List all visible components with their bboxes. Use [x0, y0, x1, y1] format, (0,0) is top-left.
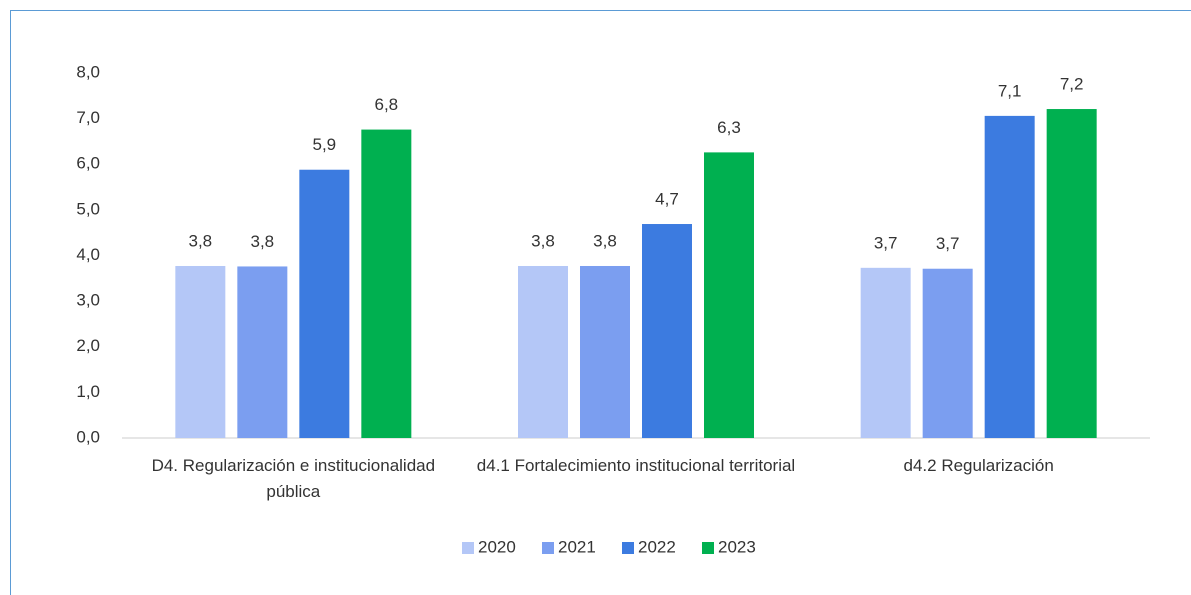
frame	[10, 10, 1191, 595]
bar	[1046, 109, 1097, 438]
bar	[922, 268, 973, 438]
value-label: 7,2	[1060, 75, 1084, 94]
value-label: 3,8	[531, 231, 555, 250]
bar	[984, 115, 1035, 438]
bar	[518, 265, 568, 438]
legend-swatch	[702, 542, 714, 554]
legend-swatch	[462, 542, 474, 554]
y-tick-label: 3,0	[76, 291, 100, 310]
x-tick-label: d4.1 Fortalecimiento institucional terri…	[476, 456, 796, 475]
x-tick-label: D4. Regularización e institucionalidad p…	[151, 456, 436, 501]
legend-label: 2022	[638, 537, 676, 556]
value-label: 3,8	[593, 231, 617, 250]
y-tick-label: 5,0	[76, 199, 100, 218]
value-label: 6,8	[375, 95, 399, 114]
bar	[704, 152, 754, 438]
legend-label: 2020	[478, 537, 516, 556]
y-tick-label: 1,0	[76, 382, 100, 401]
legend-swatch	[542, 542, 554, 554]
value-label: 3,8	[251, 232, 275, 251]
value-label: 3,7	[936, 234, 960, 253]
y-tick-label: 8,0	[76, 62, 100, 81]
value-label: 6,3	[717, 118, 741, 137]
y-tick-label: 7,0	[76, 108, 100, 127]
y-tick-label: 6,0	[76, 154, 100, 173]
legend-label: 2021	[558, 537, 596, 556]
bar	[580, 265, 630, 438]
x-tick-label: d4.2 Regularización	[903, 456, 1054, 475]
y-tick-label: 4,0	[76, 245, 100, 264]
bar	[175, 265, 226, 438]
value-label: 5,9	[313, 135, 337, 154]
bar	[237, 266, 288, 438]
y-tick-label: 0,0	[76, 427, 100, 446]
bar	[642, 224, 692, 438]
value-label: 3,7	[874, 233, 898, 252]
bar	[860, 267, 911, 438]
legend-label: 2023	[718, 537, 756, 556]
y-tick-label: 2,0	[76, 336, 100, 355]
value-label: 4,7	[655, 190, 679, 209]
value-label: 3,8	[189, 231, 213, 250]
legend-swatch	[622, 542, 634, 554]
bar	[299, 169, 350, 438]
value-label: 7,1	[998, 81, 1022, 100]
bar	[361, 129, 412, 438]
